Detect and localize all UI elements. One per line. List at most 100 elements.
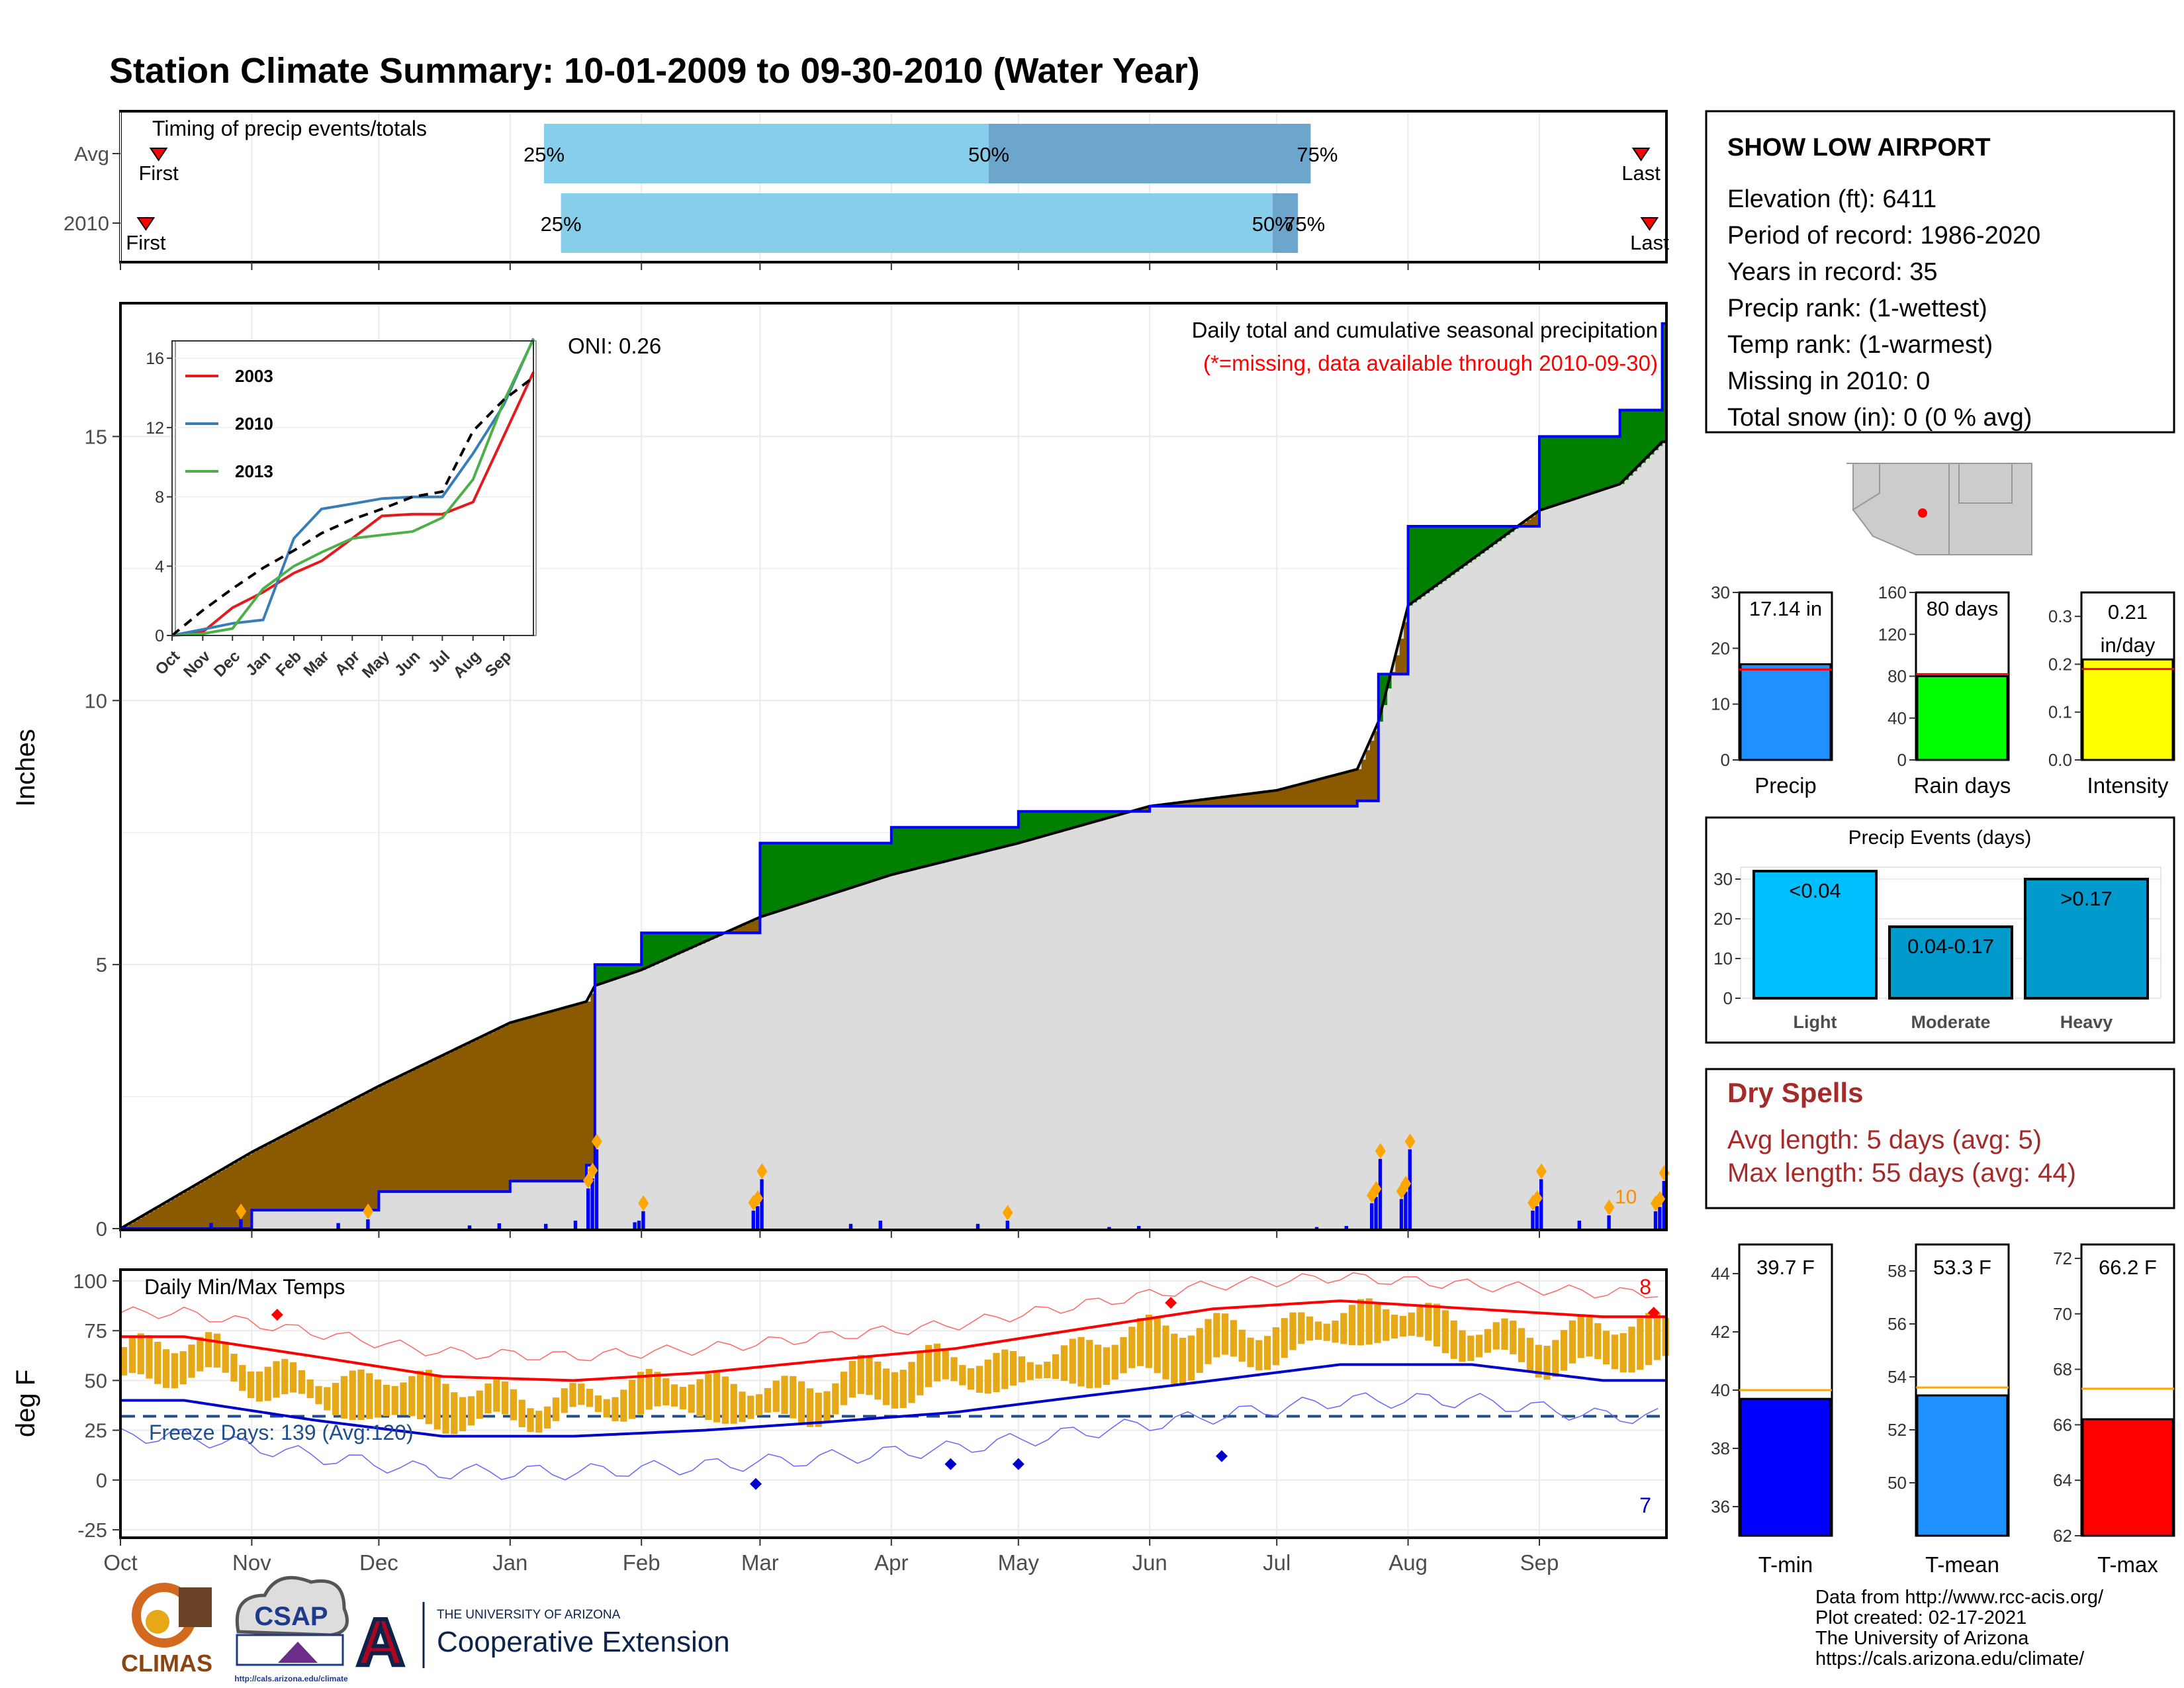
deficit-slice (561, 1008, 566, 1182)
events-y-tick-label: 0 (1723, 988, 1733, 1008)
surplus-slice (1044, 811, 1049, 836)
station-info-box: SHOW LOW AIRPORT Elevation (ft): 6411 Per… (1705, 110, 2175, 434)
temp-y-tick-label: -25 (77, 1519, 107, 1542)
daily-temp-bar (1264, 1336, 1271, 1370)
deficit-slice (1264, 792, 1269, 806)
daily-temp-bar (790, 1376, 797, 1419)
daily-temp-bar (1374, 1302, 1381, 1343)
heavy-day-marker (1002, 1205, 1013, 1221)
daily-temp-bar (1340, 1313, 1347, 1344)
surplus-slice (1060, 811, 1066, 831)
temp-summary-value-label: 39.7 F (1756, 1256, 1815, 1279)
temp-summary-tick-label: 66 (2053, 1415, 2072, 1434)
temp-summary-tick-label: 56 (1888, 1314, 1907, 1334)
surplus-slice (1069, 811, 1074, 829)
deficit-slice (1370, 740, 1375, 801)
csap-logo: CSAP http://cals.arizona.edu/climate (234, 1575, 349, 1683)
temp-summary-tick-label: 42 (1711, 1322, 1730, 1342)
csap-mountain (278, 1642, 318, 1663)
daily-temp-bar (1272, 1327, 1280, 1366)
daily-temp-bar (1171, 1333, 1178, 1384)
dry-spells-avg: Avg length: 5 days (avg: 5) (1727, 1125, 2042, 1154)
temp-plot (120, 1272, 1669, 1490)
daily-temp-bar (806, 1388, 814, 1427)
month-label: Nov (232, 1550, 271, 1575)
summary-tick-label: 0.0 (2048, 750, 2072, 770)
deficit-slice (1293, 786, 1298, 806)
heavy-day-marker (1536, 1163, 1547, 1180)
deficit-slice (298, 1127, 303, 1211)
daily-precip-bar (1535, 1206, 1539, 1229)
heavy-day-marker (1604, 1199, 1615, 1216)
daily-temp-bar (1314, 1321, 1322, 1340)
climas-block (179, 1587, 212, 1627)
daily-temp-bar (721, 1376, 729, 1424)
daily-temp-bar (1425, 1303, 1432, 1341)
deficit-slice (133, 1221, 138, 1229)
climas-sun (146, 1610, 169, 1634)
daily-temp-bar (883, 1368, 890, 1405)
temp-y-label: deg F (11, 1370, 40, 1437)
daily-precip-bar (239, 1219, 243, 1229)
daily-temp-bar (1187, 1335, 1195, 1381)
temp-summary-bar-T-min (1739, 1397, 1832, 1537)
daily-precip-bar (1539, 1179, 1543, 1229)
month-label: Oct (103, 1550, 137, 1575)
month-axis: Oct Nov Dec Jan Feb Mar Apr May Jun Jul Aug Sep (103, 1538, 1559, 1575)
deficit-slice (569, 1006, 574, 1182)
daily-temp-bar (552, 1397, 560, 1421)
daily-temp-bar (391, 1385, 398, 1415)
surplus-slice (1429, 526, 1434, 590)
precip-events-chart: Precip Events (days) 0 10 20 30 <0.04 Light 0.… (1705, 816, 2175, 1044)
deficit-slice (506, 1024, 511, 1192)
daily-temp-bar (1349, 1305, 1356, 1346)
summary-tick-label: 120 (1878, 624, 1907, 644)
heavy-day-marker (236, 1203, 247, 1220)
deficit-slice (277, 1139, 282, 1211)
temp-summary-tick-label: 36 (1711, 1497, 1730, 1517)
deficit-slice (167, 1201, 172, 1229)
deficit-slice (1141, 808, 1146, 812)
deficit-slice (539, 1014, 545, 1182)
deficit-slice (294, 1130, 299, 1211)
daily-temp-bar (764, 1387, 772, 1413)
daily-temp-bar (654, 1372, 661, 1407)
credit-line: Data from http://www.rcc-acis.org/ (1815, 1587, 2104, 1608)
deficit-slice (349, 1101, 354, 1211)
surplus-slice (662, 933, 668, 961)
surplus-slice (844, 843, 850, 890)
timing-p50-label: 50% (968, 143, 1009, 166)
deficit-slice (739, 926, 744, 933)
surplus-slice (1107, 811, 1113, 818)
deficit-slice (1243, 794, 1248, 806)
temp-summary-tick-label: 44 (1711, 1264, 1730, 1284)
daily-temp-bar (1416, 1307, 1424, 1337)
surplus-slice (1018, 811, 1023, 843)
surplus-slice (1408, 526, 1413, 606)
deficit-slice (218, 1172, 223, 1229)
daily-temp-bar (1459, 1330, 1466, 1362)
surplus-slice (1383, 674, 1388, 706)
deficit-slice (459, 1047, 464, 1192)
daily-temp-bar (1230, 1320, 1238, 1357)
deficit-slice (1175, 803, 1180, 806)
daily-precip-bar (637, 1221, 641, 1229)
daily-precip-bar (878, 1221, 882, 1229)
daily-temp-bar (1535, 1344, 1542, 1378)
surplus-slice (1039, 811, 1044, 837)
daily-precip-bar (756, 1206, 760, 1229)
surplus-slice (836, 843, 841, 893)
surplus-slice (1497, 526, 1502, 541)
daily-temp-bar (679, 1386, 687, 1410)
surplus-slice (1463, 526, 1468, 566)
inset-y-tick-label: 4 (155, 557, 164, 576)
surplus-slice (806, 843, 811, 902)
daily-temp-bar (1154, 1317, 1161, 1374)
inset-legend-label: 2010 (235, 414, 273, 434)
temp-record-marker (1012, 1458, 1024, 1470)
deficit-slice (1251, 793, 1256, 806)
summary-tick-label: 30 (1711, 583, 1730, 602)
precip-y-tick-label: 10 (85, 689, 107, 712)
inset-legend-label: 2003 (235, 366, 273, 386)
surplus-slice (899, 827, 905, 873)
